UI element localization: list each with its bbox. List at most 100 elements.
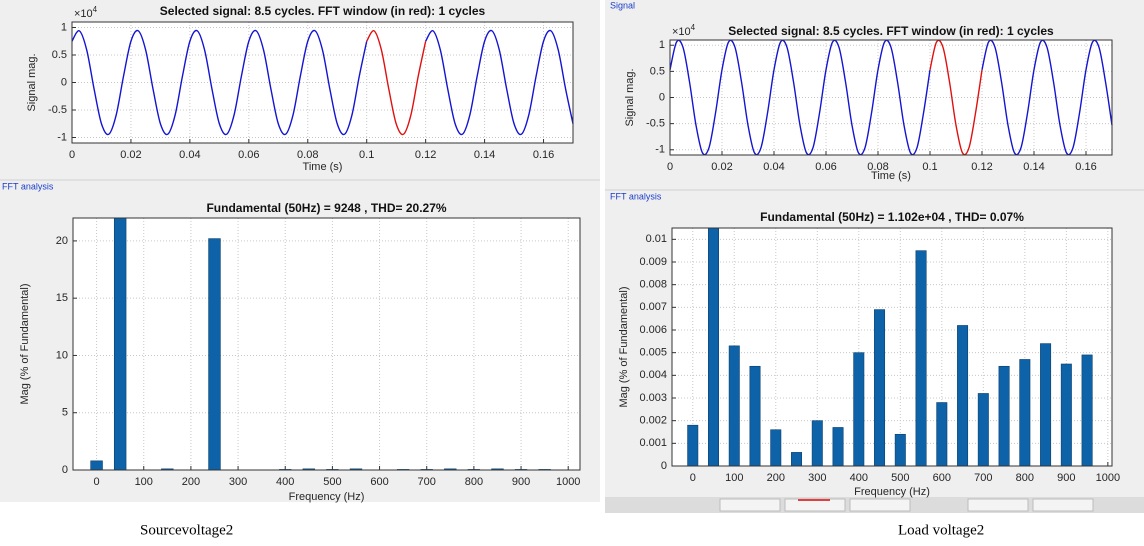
bar <box>1060 363 1072 466</box>
y-tick-label: 0 <box>61 76 67 88</box>
y-tick-label: 0.005 <box>639 347 667 359</box>
x-tick-label: 600 <box>933 472 951 484</box>
section-label: Signal <box>610 0 635 10</box>
y-multiplier: ×104 <box>672 23 696 38</box>
plot-frame <box>72 217 581 471</box>
x-tick-label: 200 <box>182 476 200 488</box>
plot-frame <box>671 227 1113 467</box>
plot-frame <box>71 21 574 144</box>
x-tick-label: 500 <box>891 472 909 484</box>
y-tick-label: 0.006 <box>639 324 667 336</box>
y-tick-label: 0.008 <box>639 279 667 291</box>
chart-title: Fundamental (50Hz) = 1.102e+04 , THD= 0.… <box>760 210 1024 224</box>
y-tick-label: -1 <box>655 144 665 156</box>
x-tick-label: 0.16 <box>533 149 554 161</box>
bar <box>894 433 906 466</box>
y-tick-label: 0.003 <box>639 392 667 404</box>
bar <box>874 309 886 466</box>
y-tick-label: 1 <box>659 39 665 51</box>
bar <box>728 345 740 466</box>
x-tick-label: 0 <box>667 161 673 173</box>
multiplier-power: 4 <box>93 5 98 14</box>
multiplier-base: ×10 <box>672 26 691 38</box>
x-tick-label: 0.1 <box>359 149 374 161</box>
bars <box>687 228 1093 466</box>
x-tick-label: 200 <box>767 472 785 484</box>
bar <box>113 218 127 470</box>
x-axis-label: Time (s) <box>303 161 343 173</box>
bar <box>349 468 363 470</box>
x-tick-label: 0.12 <box>971 161 992 173</box>
y-tick-label: -0.5 <box>646 118 665 130</box>
y-tick-label: 0 <box>661 460 667 472</box>
multiplier-base: ×10 <box>74 8 93 20</box>
x-tick-label: 300 <box>229 476 247 488</box>
x-tick-label: 800 <box>465 476 483 488</box>
chart-title: Fundamental (50Hz) = 9248 , THD= 20.27% <box>206 201 446 215</box>
bar <box>161 468 174 470</box>
signal-line <box>71 29 574 136</box>
x-tick-label: 0 <box>94 476 100 488</box>
x-tick-label: 500 <box>323 476 341 488</box>
bar <box>811 420 823 466</box>
signal-line <box>366 30 427 136</box>
x-tick-label: 0.16 <box>1075 161 1096 173</box>
y-tick-label: 5 <box>62 407 68 419</box>
bar <box>1081 354 1093 466</box>
bar <box>936 402 948 466</box>
y-tick-label: 0.002 <box>639 415 667 427</box>
caption: Load voltage2 <box>898 522 984 538</box>
x-tick-label: 0.08 <box>867 161 888 173</box>
bar <box>302 468 316 470</box>
y-multiplier: ×104 <box>74 5 98 20</box>
bar <box>1040 343 1052 466</box>
y-tick-label: 0.009 <box>639 256 667 268</box>
x-tick-label: 900 <box>512 476 530 488</box>
bar <box>1019 359 1031 466</box>
x-tick-label: 0.06 <box>238 149 259 161</box>
x-tick-label: 0.14 <box>1023 161 1044 173</box>
y-tick-label: 0.5 <box>650 65 665 77</box>
y-tick-label: 0.004 <box>639 369 667 381</box>
x-tick-label: 800 <box>1016 472 1034 484</box>
y-tick-label: 0.01 <box>646 233 667 245</box>
y-tick-label: -0.5 <box>48 104 67 116</box>
y-tick-label: 10 <box>56 349 68 361</box>
bar <box>853 352 865 466</box>
bar <box>90 460 103 470</box>
y-axis-label: Signal mag. <box>26 53 38 111</box>
plot-area <box>73 218 580 470</box>
chart-title: Selected signal: 8.5 cycles. FFT window … <box>728 24 1054 38</box>
toolbar <box>605 497 1144 513</box>
x-axis-label: Frequency (Hz) <box>289 491 365 503</box>
caption: Sourcevoltage2 <box>140 522 233 538</box>
bar <box>491 468 504 470</box>
y-tick-label: -1 <box>57 131 67 143</box>
y-tick-label: 15 <box>56 292 68 304</box>
bar <box>708 228 719 466</box>
x-tick-label: 0.12 <box>415 149 436 161</box>
bar <box>208 238 221 470</box>
x-tick-label: 0.04 <box>179 149 200 161</box>
x-tick-label: 0 <box>690 472 696 484</box>
y-tick-label: 0 <box>659 91 665 103</box>
y-tick-label: 0 <box>62 464 68 476</box>
x-tick-label: 0 <box>69 149 75 161</box>
y-axis-label: Mag (% of Fundamental) <box>19 283 31 404</box>
plot-frame <box>669 39 1113 156</box>
y-tick-label: 20 <box>56 235 68 247</box>
x-tick-label: 0.02 <box>711 161 732 173</box>
x-tick-label: 0.02 <box>120 149 141 161</box>
bar <box>915 250 927 466</box>
bar <box>770 429 782 466</box>
x-tick-label: 0.04 <box>763 161 784 173</box>
x-tick-label: 600 <box>370 476 388 488</box>
bar <box>791 452 803 466</box>
x-tick-label: 700 <box>418 476 436 488</box>
x-tick-label: 0.08 <box>297 149 318 161</box>
x-tick-label: 0.06 <box>815 161 836 173</box>
bar <box>832 427 844 466</box>
x-tick-label: 100 <box>725 472 743 484</box>
bar <box>998 365 1010 466</box>
